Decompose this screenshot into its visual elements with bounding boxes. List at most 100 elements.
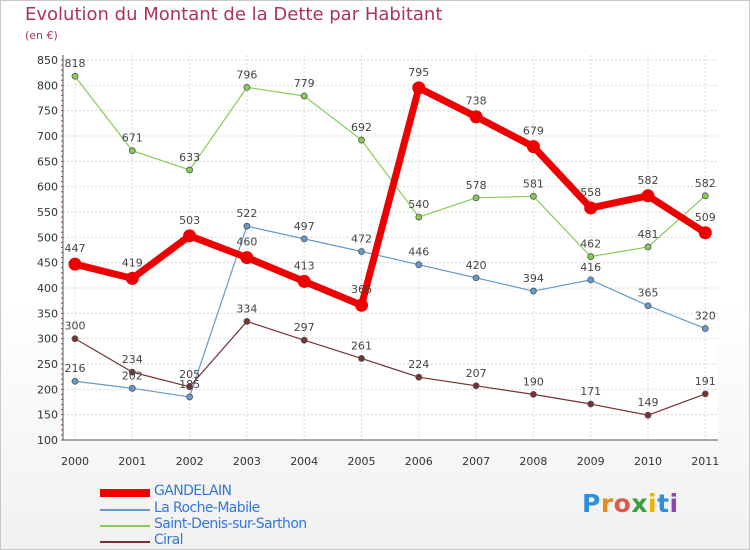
data-point	[701, 325, 709, 332]
data-label: 366	[351, 283, 372, 296]
data-label: 207	[466, 367, 487, 380]
x-tick-label: 2011	[691, 455, 719, 468]
y-tick-label: 500	[37, 231, 58, 244]
data-label: 394	[523, 272, 544, 285]
data-point	[125, 271, 139, 285]
data-point	[469, 110, 483, 124]
y-tick-label: 150	[37, 409, 58, 422]
data-label: 446	[408, 246, 429, 259]
data-label: 795	[408, 66, 429, 79]
y-tick-label: 200	[37, 383, 58, 396]
data-label: 190	[523, 375, 544, 388]
legend-swatch	[100, 489, 150, 497]
data-point	[297, 274, 311, 288]
data-label: 472	[351, 233, 372, 246]
data-point	[355, 298, 368, 312]
data-label: 509	[695, 211, 716, 224]
data-point	[415, 213, 423, 221]
x-tick-label: 2005	[348, 455, 376, 468]
data-label: 581	[523, 177, 544, 190]
proxiti-logo: Proxiti	[582, 489, 679, 518]
data-point	[584, 201, 598, 215]
logo-letter: P	[582, 489, 601, 518]
data-point	[641, 189, 655, 203]
data-point	[358, 355, 365, 362]
data-point	[587, 400, 595, 408]
data-label: 234	[122, 353, 143, 366]
data-point	[698, 226, 712, 240]
data-point	[240, 251, 254, 265]
data-point	[243, 83, 251, 91]
data-point	[530, 192, 537, 200]
data-label: 191	[695, 375, 716, 388]
logo-letter: i	[648, 489, 658, 518]
data-point	[526, 140, 540, 154]
data-label: 185	[179, 378, 200, 391]
series-line-0	[74, 84, 708, 309]
data-label: 578	[466, 179, 487, 192]
legend-label: La Roche-Mabile	[154, 500, 260, 516]
x-tick-label: 2004	[290, 455, 318, 468]
data-point	[415, 261, 423, 269]
data-label: 297	[294, 321, 315, 334]
legend-label: Ciral	[154, 532, 183, 548]
data-point	[358, 136, 365, 144]
x-tick-label: 2003	[233, 455, 261, 468]
data-point	[128, 368, 136, 376]
data-point	[71, 335, 79, 343]
data-point	[415, 373, 423, 381]
data-label: 462	[580, 238, 601, 251]
data-label: 738	[466, 95, 487, 108]
data-label: 416	[580, 261, 601, 274]
data-label: 818	[65, 57, 86, 70]
data-label: 171	[580, 385, 601, 398]
data-label: 320	[695, 310, 716, 323]
data-point	[71, 72, 79, 80]
logo-letter: r	[600, 489, 614, 518]
y-tick-label: 300	[37, 333, 58, 346]
data-point	[300, 336, 308, 344]
data-label: 779	[294, 77, 315, 90]
x-tick-label: 2000	[61, 455, 89, 468]
data-label: 503	[179, 214, 200, 227]
data-label: 149	[638, 396, 659, 409]
y-tick-label: 450	[37, 257, 58, 270]
x-tick-label: 2002	[176, 455, 204, 468]
data-point	[530, 287, 537, 295]
data-label: 582	[638, 174, 659, 187]
data-point	[644, 411, 652, 419]
data-label: 205	[179, 368, 200, 381]
data-point	[701, 192, 709, 200]
x-tick-label: 2006	[405, 455, 433, 468]
data-label: 261	[351, 339, 372, 352]
data-point	[412, 81, 426, 95]
series-line-1	[74, 225, 706, 398]
logo-letter: i	[669, 489, 679, 518]
data-point	[71, 377, 79, 385]
data-point	[358, 248, 365, 255]
data-point	[128, 384, 136, 392]
y-tick-label: 100	[37, 434, 58, 447]
logo-letter: x	[631, 489, 648, 518]
data-point	[472, 382, 480, 390]
data-point	[300, 92, 308, 100]
x-tick-label: 2001	[118, 455, 146, 468]
x-tick-label: 2009	[577, 455, 605, 468]
data-point	[183, 229, 197, 243]
data-point	[644, 243, 652, 251]
data-label: 522	[236, 207, 257, 220]
series-line-3	[74, 320, 706, 416]
data-point	[472, 274, 480, 282]
legend-swatch	[100, 541, 150, 543]
data-label: 497	[294, 220, 315, 233]
data-label: 582	[695, 177, 716, 190]
data-point	[530, 390, 537, 398]
x-tick-label: 2008	[519, 455, 547, 468]
data-point	[68, 257, 82, 271]
data-label: 447	[65, 242, 86, 255]
data-label: 224	[408, 358, 429, 371]
data-label: 692	[351, 121, 372, 134]
data-label: 413	[294, 259, 315, 272]
data-label: 216	[65, 362, 86, 375]
y-tick-label: 400	[37, 282, 58, 295]
